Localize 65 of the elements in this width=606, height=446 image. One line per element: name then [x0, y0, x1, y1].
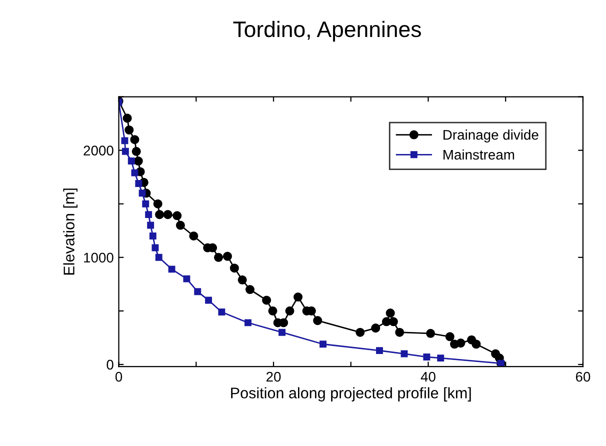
point [395, 328, 404, 337]
point [320, 340, 326, 348]
point [172, 211, 182, 220]
point [122, 114, 132, 123]
chart-title: Tordino, Apennines [233, 20, 421, 42]
point [138, 190, 146, 197]
y-tick-label: 0 [106, 360, 114, 370]
x-tick-label: 40 [420, 372, 436, 382]
point [426, 328, 436, 338]
point [132, 146, 141, 156]
point [128, 158, 135, 164]
point [176, 220, 185, 230]
legend-label: Mainstream [444, 149, 514, 160]
point [285, 306, 294, 316]
point [262, 296, 272, 305]
point [423, 354, 430, 360]
point [122, 148, 129, 155]
point [152, 244, 159, 252]
point [163, 210, 172, 220]
x-tick-label: 20 [266, 372, 281, 382]
x-tick-label: 0 [115, 372, 122, 382]
legend-label: Drainage divide [444, 130, 538, 143]
point [294, 292, 303, 302]
y-tick-label: 2000 [84, 146, 114, 156]
point [371, 324, 380, 333]
x-axis-title: Position along projected profile [km] [231, 387, 471, 402]
point [168, 266, 176, 273]
point [121, 137, 128, 144]
point [142, 200, 150, 208]
point [149, 232, 156, 240]
point [130, 135, 140, 144]
point [134, 156, 143, 166]
y-axis-title: Elevation [m] [63, 188, 78, 275]
point [145, 211, 152, 218]
point [278, 328, 286, 336]
point [155, 254, 162, 261]
point [214, 252, 224, 262]
point [437, 354, 444, 362]
x-tick-label: 60 [576, 372, 590, 382]
point [268, 306, 278, 316]
point [445, 332, 454, 342]
point [356, 328, 365, 337]
point [238, 275, 247, 284]
point [230, 264, 239, 273]
point [155, 210, 164, 220]
point [313, 316, 322, 326]
point [124, 125, 134, 134]
point [376, 347, 383, 354]
point [205, 296, 212, 304]
y-tick-label: 1000 [84, 252, 114, 263]
point [131, 169, 138, 176]
point [386, 308, 395, 318]
point [245, 285, 255, 294]
point [183, 275, 190, 282]
point [194, 288, 202, 296]
point [147, 222, 154, 229]
point [218, 308, 226, 316]
point [222, 252, 232, 261]
point [153, 199, 162, 208]
point [400, 350, 408, 358]
point [472, 340, 481, 349]
point [135, 180, 142, 187]
point [456, 338, 466, 348]
point [189, 231, 198, 240]
point [244, 319, 252, 326]
